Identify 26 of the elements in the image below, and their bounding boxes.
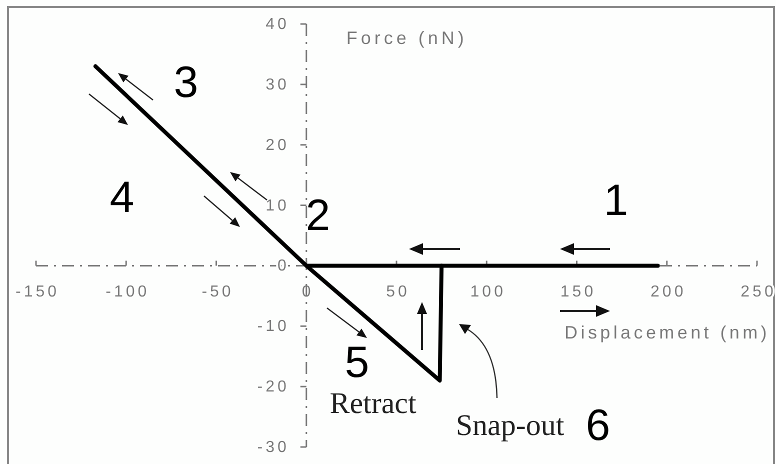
- x-tick-label: 200: [650, 283, 686, 300]
- y-tick-label: -10: [257, 318, 290, 335]
- x-tick-label: -100: [106, 283, 150, 300]
- annotation: Snap-out: [456, 408, 565, 442]
- y-tick-label: -20: [257, 378, 290, 396]
- x-tick-label: 150: [560, 283, 596, 300]
- x-tick-label: 250: [740, 283, 776, 300]
- y-tick-label: 30: [266, 76, 290, 93]
- annotation: 4: [110, 172, 134, 222]
- y-tick-label: -30: [257, 438, 290, 456]
- x-tick-label: 100: [470, 283, 506, 300]
- annotation: 3: [174, 58, 198, 106]
- y-tick-label: 10: [266, 196, 290, 214]
- y-tick-label: 20: [266, 136, 290, 154]
- x-tick-label: -50: [202, 283, 234, 300]
- x-axis-title: Displacement (nm): [564, 322, 770, 343]
- annotation: 5: [344, 338, 370, 386]
- x-tick-label: -150: [15, 283, 60, 300]
- annotation: 2: [306, 190, 330, 240]
- y-tick-label: 40: [266, 16, 290, 32]
- y-axis-title: Force (nN): [346, 28, 468, 48]
- annotation: 1: [604, 176, 628, 224]
- x-tick-label: 50: [386, 283, 410, 300]
- annotation: 6: [586, 400, 610, 450]
- annotation: Retract: [330, 386, 417, 420]
- y-tick-label: 0: [277, 257, 290, 274]
